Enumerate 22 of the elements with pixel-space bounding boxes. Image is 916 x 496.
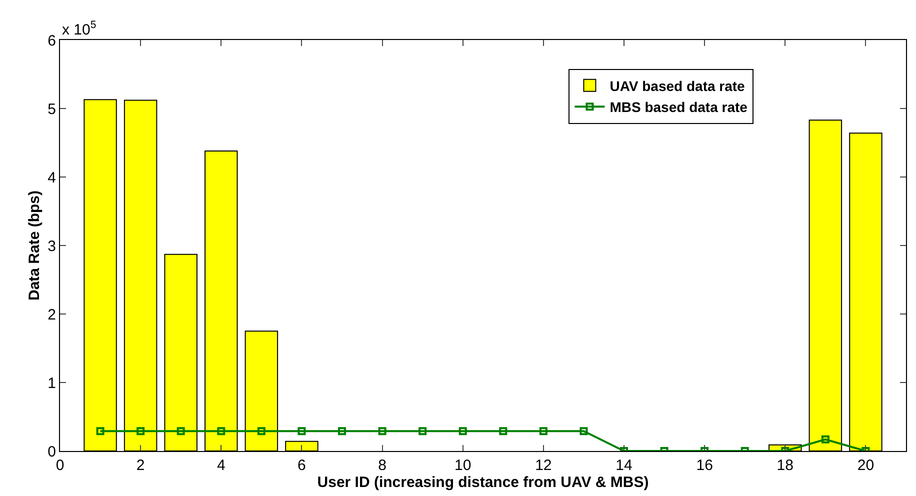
x-tick-label: 10 [454, 457, 472, 474]
y-tick-label: 4 [48, 169, 56, 186]
y-tick-label: 5 [48, 100, 56, 118]
y-tick-label: 0 [48, 443, 56, 460]
x-axis-title: User ID (increasing distance from UAV & MBS) [317, 474, 649, 491]
x-tick-label: 16 [696, 457, 713, 474]
text: x 10$^{5}$ [62, 19, 96, 38]
y-axis-title: Data Rate (bps) [26, 190, 43, 301]
x-tick-label: 4 [216, 457, 226, 474]
legend-label: UAV based data rate [610, 78, 746, 94]
x-tick-label: 6 [298, 457, 306, 474]
x-tick-label: 20 [857, 457, 874, 474]
x-tick-label: 8 [378, 457, 386, 474]
x-tick-label: 18 [776, 457, 794, 474]
x-tick-label: 14 [616, 457, 632, 474]
y-tick-label: 3 [48, 238, 56, 255]
x-tick-label: 2 [136, 457, 145, 474]
legend-label: MBS based data rate [610, 99, 748, 116]
y-tick-label: 1 [48, 374, 56, 392]
y-tick-label: 2 [48, 306, 56, 324]
x-tick-label: 12 [535, 457, 552, 474]
y-tick-label: 6 [48, 32, 56, 50]
